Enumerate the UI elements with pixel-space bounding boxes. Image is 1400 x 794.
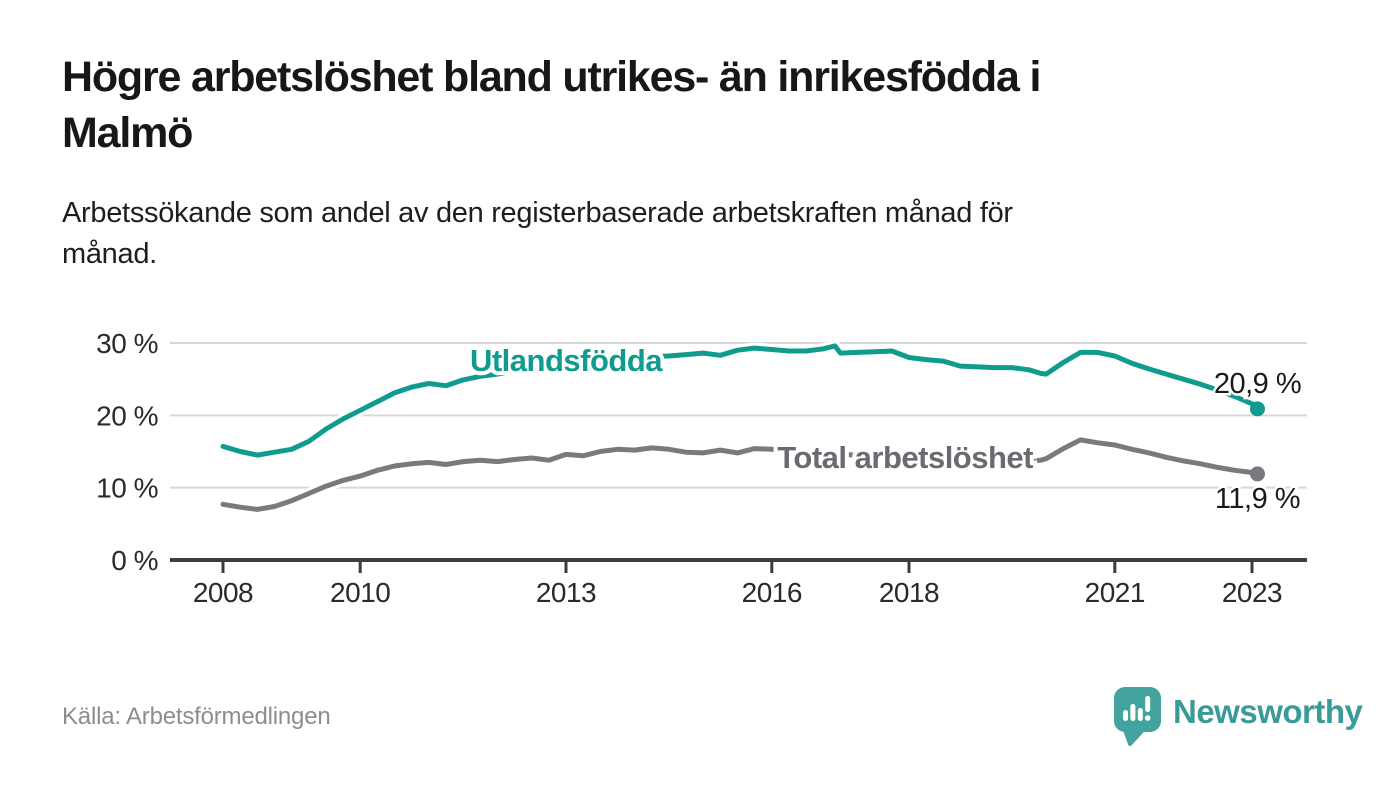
end-value-label-total-arbetsl-shet: 11,9 % <box>1215 483 1300 515</box>
page-title: Högre arbetslöshet bland utrikes- än inr… <box>62 53 1041 157</box>
logo-exclamation-dot <box>1144 715 1151 721</box>
brand-name: Newsworthy <box>1173 692 1363 730</box>
y-tick-label-10: 10 % <box>96 473 158 504</box>
newsworthy-logo-icon <box>1114 687 1161 746</box>
series-label-total-arbetsl-shet: Total arbetslöshet <box>777 440 1033 475</box>
page-subtitle: Arbetssökande som andel av den registerb… <box>62 197 1013 270</box>
x-tick-label-2021: 2021 <box>1085 577 1145 608</box>
newsworthy-brand: Newsworthy <box>1112 684 1363 748</box>
x-tick-label-2016: 2016 <box>742 577 802 608</box>
unemployment-line-chart: 0 % 10 % 20 % 30 % 2008 2010 2013 2016 2018 2021 2… <box>96 328 1307 608</box>
series-label-utlandsf-dda: Utlandsfödda <box>470 343 663 378</box>
y-tick-label-30: 30 % <box>96 328 158 359</box>
series-endpoint-dot-utlandsf-dda <box>1249 401 1265 417</box>
logo-bar-medium <box>1137 708 1143 721</box>
x-tick-label-2023: 2023 <box>1222 577 1282 608</box>
logo-exclamation-bar <box>1145 696 1151 712</box>
x-tick-label-2008: 2008 <box>193 577 253 608</box>
x-tick-label-2013: 2013 <box>536 577 596 608</box>
logo-bubble-tail <box>1123 728 1145 746</box>
y-tick-label-20: 20 % <box>96 400 158 431</box>
logo-bar-short <box>1123 710 1128 721</box>
y-tick-label-0: 0 % <box>111 545 158 576</box>
series-line-utlandsf-dda <box>220 343 1260 458</box>
logo-bubble <box>1114 687 1161 732</box>
end-value-label-utlandsf-dda: 20,9 % <box>1214 368 1301 400</box>
x-tick-label-2018: 2018 <box>879 577 939 608</box>
source-note: Källa: Arbetsförmedlingen <box>62 703 331 730</box>
series-endpoint-dot-total-arbetsl-shet <box>1249 466 1265 482</box>
logo-bar-tall <box>1130 704 1136 721</box>
series-line-total-arbetsl-shet <box>220 437 1260 512</box>
x-tick-label-2010: 2010 <box>330 577 390 608</box>
